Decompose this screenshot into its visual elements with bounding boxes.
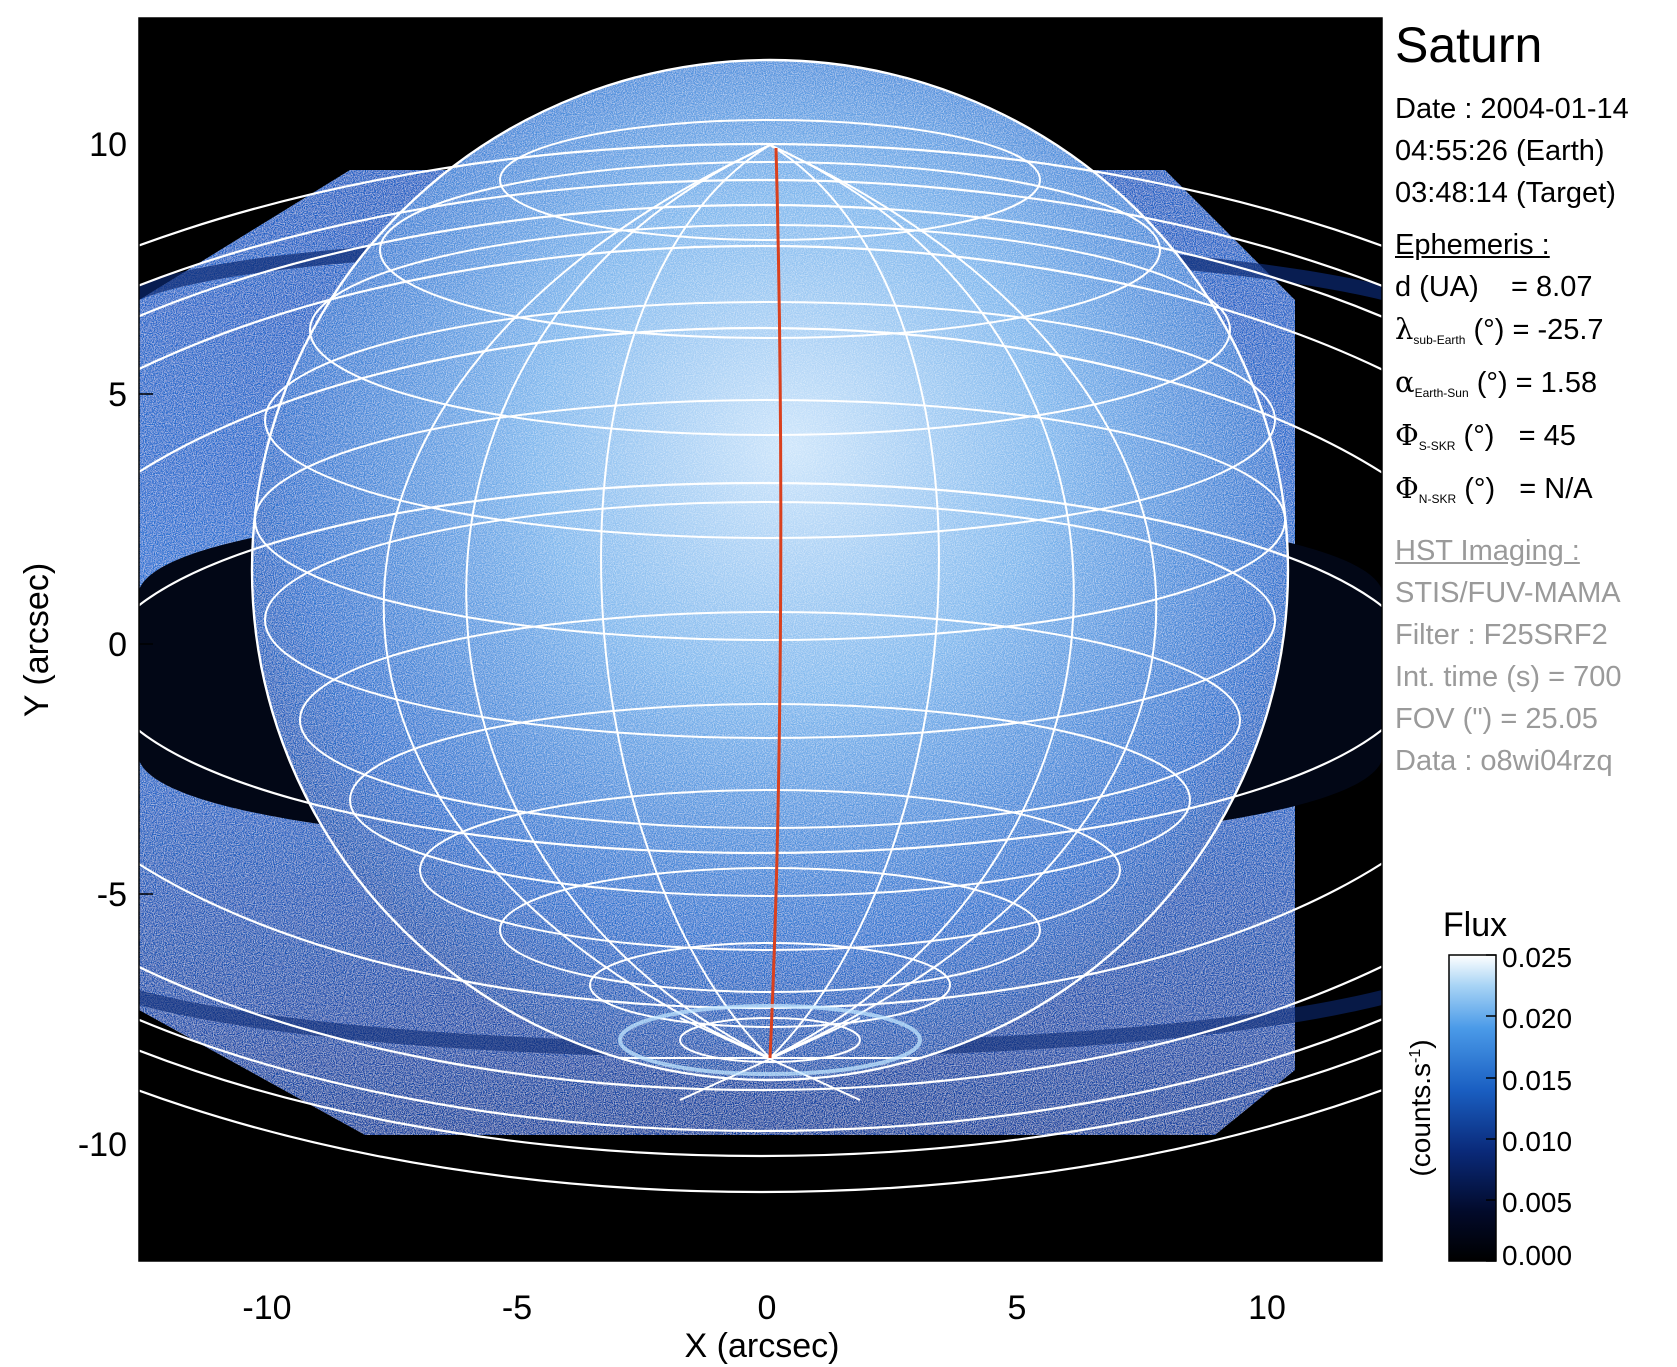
alpha-value: = 1.58: [1515, 367, 1598, 399]
planet-disk: [252, 60, 1288, 1080]
distance-row: d (UA) = 8.07: [1395, 266, 1670, 308]
distance-value: = 8.07: [1511, 271, 1593, 303]
central-meridian: [768, 147, 783, 1059]
instrument: STIS/FUV-MAMA: [1395, 577, 1621, 609]
y-tick-label: -5: [97, 876, 127, 914]
phi-n-value: = N/A: [1519, 473, 1593, 505]
sub-earth-latitude-row: λsub-Earth (°) = -25.7: [1395, 308, 1670, 361]
planet-title: Saturn: [1395, 17, 1543, 73]
colorbar-tick-label: 0.010: [1502, 1126, 1572, 1157]
phi-n-subscript: N-SKR: [1418, 492, 1457, 506]
phi-s-unit: (°): [1463, 420, 1495, 452]
n-skr-phase-row: ΦN-SKR (°) = N/A: [1395, 467, 1670, 520]
y-tick-label: 5: [108, 376, 127, 414]
phi-s-value: = 45: [1518, 420, 1576, 452]
colorbar-unit: (counts.s-1): [1405, 1039, 1436, 1176]
colorbar: Flux 0.025 0.020 0.015 0.010 0.005 0.000…: [1405, 906, 1572, 1271]
hst-heading: HST Imaging :: [1395, 535, 1580, 567]
colorbar-scale: [1448, 954, 1497, 1262]
y-axis-title: Y (arcsec): [18, 563, 56, 717]
tick-marks: [139, 143, 1268, 1261]
y-tick-label: 0: [108, 626, 127, 664]
y-tick-label: 10: [89, 126, 127, 164]
filter: Filter : F25SRF2: [1395, 619, 1608, 651]
x-tick-label: 10: [1248, 1289, 1286, 1327]
integration-time: Int. time (s) = 700: [1395, 661, 1622, 693]
colorbar-tick-label: 0.005: [1502, 1187, 1572, 1218]
x-tick-label: 0: [758, 1289, 777, 1327]
plot-frame: [138, 17, 1383, 1262]
x-axis-title: X (arcsec): [685, 1327, 840, 1365]
alpha-unit: (°): [1476, 367, 1508, 399]
lambda-subscript: sub-Earth: [1413, 333, 1466, 347]
planet-limb: [250, 58, 1290, 1082]
info-panel: Saturn Date : 2004-01-14 04:55:26 (Earth…: [1395, 14, 1670, 782]
date-line: Date : 2004-01-14: [1395, 93, 1629, 125]
auroral-oval: [618, 1004, 922, 1076]
data-id: Data : o8wi04rzq: [1395, 745, 1613, 777]
lambda-symbol: λ: [1395, 312, 1414, 346]
time-target: 03:48:14 (Target): [1395, 177, 1616, 209]
colorbar-tick-label: 0.025: [1502, 942, 1572, 973]
phase-angle-row: αEarth-Sun (°) = 1.58: [1395, 361, 1670, 414]
colorbar-tick-label: 0.000: [1502, 1240, 1572, 1271]
alpha-symbol: α: [1395, 365, 1415, 399]
s-skr-phase-row: ΦS-SKR (°) = 45: [1395, 414, 1670, 467]
lambda-value: = -25.7: [1512, 314, 1604, 346]
phi-symbol: Φ: [1395, 418, 1419, 452]
colorbar-tick-label: 0.015: [1502, 1065, 1572, 1096]
ephemeris-heading: Ephemeris :: [1395, 229, 1550, 261]
field-of-view: FOV (") = 25.05: [1395, 703, 1598, 735]
x-tick-label: -10: [242, 1289, 291, 1327]
y-tick-label: -10: [78, 1126, 127, 1164]
colorbar-tick-label: 0.020: [1502, 1003, 1572, 1034]
phi-n-unit: (°): [1464, 473, 1496, 505]
alpha-subscript: Earth-Sun: [1414, 386, 1469, 400]
lambda-unit: (°): [1473, 314, 1505, 346]
time-earth: 04:55:26 (Earth): [1395, 135, 1605, 167]
distance-label: d (UA): [1395, 271, 1479, 303]
phi-s-subscript: S-SKR: [1418, 439, 1456, 453]
x-tick-label: -5: [502, 1289, 532, 1327]
sky-lower-band: [139, 1135, 1382, 1261]
colorbar-title: Flux: [1443, 906, 1507, 944]
x-tick-label: 5: [1008, 1289, 1027, 1327]
image-plot: [139, 18, 1382, 1261]
phi-symbol: Φ: [1395, 471, 1419, 505]
